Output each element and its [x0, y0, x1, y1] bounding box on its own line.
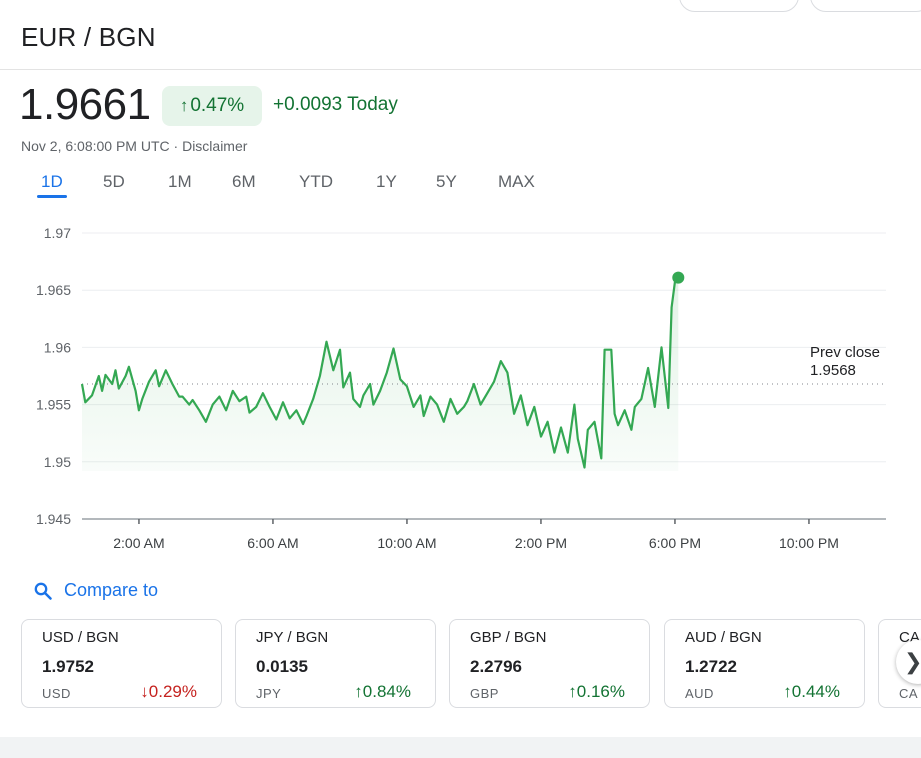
- card-change-value: 0.44%: [791, 682, 840, 701]
- y-tick-label: 1.945: [36, 511, 71, 527]
- tab-1y[interactable]: 1Y: [376, 172, 397, 191]
- card-change: ↑0.44%: [783, 682, 840, 702]
- header-action-button[interactable]: [810, 0, 921, 12]
- tab-5d[interactable]: 5D: [103, 172, 125, 191]
- search-icon: [34, 582, 52, 600]
- tab-1d[interactable]: 1D: [41, 172, 63, 191]
- divider: [0, 69, 921, 70]
- y-tick-label: 1.965: [36, 282, 71, 298]
- card-change: ↓0.29%: [140, 682, 197, 702]
- card-price: 2.2796: [470, 657, 522, 676]
- header-action-button[interactable]: [679, 0, 799, 12]
- card-pair: GBP / BGN: [470, 629, 547, 646]
- card-change: ↑0.84%: [354, 682, 411, 702]
- card-currency: USD: [42, 686, 71, 701]
- tab-6m[interactable]: 6M: [232, 172, 256, 191]
- card-change: ↑0.16%: [568, 682, 625, 702]
- x-tick-label: 2:00 AM: [113, 535, 164, 551]
- timestamp: Nov 2, 6:08:00 PM UTC: [21, 138, 170, 154]
- disclaimer-link[interactable]: Disclaimer: [182, 138, 248, 154]
- price-line: [80, 276, 680, 469]
- compare-card-aud[interactable]: AUD / BGN 1.2722 AUD ↑0.44%: [664, 619, 865, 708]
- y-tick-label: 1.955: [36, 397, 71, 413]
- active-tab-indicator: [37, 195, 67, 198]
- x-tick-label: 6:00 AM: [247, 535, 298, 551]
- x-axis: 2:00 AM 6:00 AM 10:00 AM 2:00 PM 6:00 PM 10:0…: [82, 518, 886, 551]
- card-change-value: 0.16%: [576, 682, 625, 701]
- compare-card-jpy[interactable]: JPY / BGN 0.0135 JPY ↑0.84%: [235, 619, 436, 708]
- card-price: 1.2722: [685, 657, 737, 676]
- change-absolute: +0.0093 Today: [273, 94, 398, 115]
- compare-card-gbp[interactable]: GBP / BGN 2.2796 GBP ↑0.16%: [449, 619, 650, 708]
- timestamp-line: Nov 2, 6:08:00 PM UTC · Disclaimer: [21, 138, 247, 154]
- arrow-up-icon: ↑: [179, 96, 189, 115]
- card-pair: AUD / BGN: [685, 629, 762, 646]
- y-tick-label: 1.96: [44, 339, 71, 355]
- tab-5y[interactable]: 5Y: [436, 172, 457, 191]
- card-pair: USD / BGN: [42, 629, 119, 646]
- x-tick-label: 2:00 PM: [515, 535, 567, 551]
- card-price: 1.9752: [42, 657, 94, 676]
- separator: ·: [169, 138, 183, 154]
- card-price: 0.0135: [256, 657, 308, 676]
- arrow-down-icon: ↓: [140, 682, 149, 701]
- chevron-right-icon: ❯: [904, 649, 921, 674]
- tab-ytd[interactable]: YTD: [299, 172, 333, 191]
- compare-card-usd[interactable]: USD / BGN 1.9752 USD ↓0.29%: [21, 619, 222, 708]
- y-tick-label: 1.97: [44, 225, 71, 241]
- x-tick-label: 10:00 AM: [377, 535, 436, 551]
- card-currency: JPY: [256, 686, 282, 701]
- price-area: [82, 277, 679, 471]
- current-price: 1.9661: [19, 80, 151, 129]
- arrow-up-icon: ↑: [568, 682, 577, 701]
- compare-button[interactable]: Compare to: [34, 580, 158, 601]
- card-change-value: 0.29%: [148, 682, 197, 701]
- tab-1m[interactable]: 1M: [168, 172, 192, 191]
- change-percent-badge: ↑ 0.47%: [162, 86, 262, 126]
- tab-max[interactable]: MAX: [498, 172, 535, 191]
- x-tick-label: 6:00 PM: [649, 535, 701, 551]
- arrow-up-icon: ↑: [783, 682, 792, 701]
- card-pair: JPY / BGN: [256, 629, 329, 646]
- card-currency: CA: [899, 686, 919, 701]
- prev-close-label: Prev close: [810, 344, 880, 361]
- arrow-up-icon: ↑: [354, 682, 363, 701]
- card-change-value: 0.84%: [362, 682, 411, 701]
- current-price-marker: [672, 271, 685, 284]
- price-chart[interactable]: 1.97 1.965 1.96 1.955 1.95 1.945 2:00 AM 6:00 …: [0, 215, 921, 560]
- page-title: EUR / BGN: [21, 22, 156, 52]
- y-tick-label: 1.95: [44, 454, 71, 470]
- card-currency: GBP: [470, 686, 499, 701]
- bottom-band: [0, 737, 921, 758]
- compare-label: Compare to: [64, 580, 159, 600]
- x-tick-label: 10:00 PM: [779, 535, 839, 551]
- change-percent: 0.47%: [190, 95, 245, 116]
- card-currency: AUD: [685, 686, 714, 701]
- prev-close-value: 1.9568: [810, 362, 856, 379]
- y-axis: 1.97 1.965 1.96 1.955 1.95 1.945: [36, 225, 71, 527]
